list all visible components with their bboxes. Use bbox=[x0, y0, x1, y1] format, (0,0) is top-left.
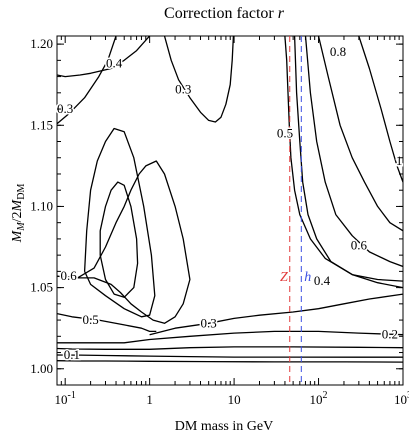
y-tick-label-2: 1.10 bbox=[30, 198, 53, 213]
contour-label-6: 0.3 bbox=[57, 101, 73, 116]
marker-label-0: Z bbox=[280, 270, 288, 285]
contour-label-7: 0.3 bbox=[175, 82, 191, 97]
x-axis-ticks: 10-1 1 10 102 103 bbox=[55, 36, 409, 407]
contour-label-0: 0.1 bbox=[64, 347, 80, 362]
contour-line-8 bbox=[83, 127, 156, 318]
x-axis-label: DM mass in GeV bbox=[175, 419, 273, 434]
y-axis-label-sub2: DM bbox=[16, 184, 27, 200]
contour-line-4 bbox=[149, 293, 403, 336]
chart-title-main: Correction factor bbox=[164, 5, 278, 22]
y-tick-label-0: 1.00 bbox=[30, 361, 53, 376]
contour-label-8: 0.5 bbox=[277, 125, 293, 140]
contour-line-2 bbox=[57, 346, 403, 350]
y-tick-label-4: 1.20 bbox=[30, 36, 53, 51]
contour-line-16 bbox=[358, 36, 403, 183]
contour-line-7 bbox=[99, 181, 139, 298]
y-axis-label-mid: /2 bbox=[10, 211, 25, 222]
contour-label-11: 0.6 bbox=[351, 237, 368, 252]
contour-line-6 bbox=[57, 160, 191, 324]
contour-line-9 bbox=[57, 36, 151, 78]
contour-line-5 bbox=[57, 312, 157, 333]
x-tick-label-2: 10 bbox=[228, 392, 241, 407]
y-tick-label-3: 1.15 bbox=[30, 117, 53, 132]
contour-line-3 bbox=[57, 330, 403, 344]
chart-title: Correction factor r bbox=[164, 5, 285, 22]
chart-title-variable: r bbox=[278, 5, 285, 22]
x-tick-label-1: 1 bbox=[146, 392, 153, 407]
y-tick-label-1: 1.05 bbox=[30, 280, 53, 295]
contour-label-1: 0.2 bbox=[382, 327, 398, 342]
contour-line-15 bbox=[317, 36, 403, 232]
contour-label-5: 0.4 bbox=[106, 56, 123, 71]
plot-frame bbox=[56, 35, 404, 386]
contour-line-1 bbox=[57, 354, 403, 358]
contour-line-10 bbox=[57, 36, 117, 125]
contour-label-10: 1 bbox=[396, 153, 403, 168]
contour-label-12: 0.4 bbox=[314, 273, 331, 288]
y-axis-label-main: M bbox=[10, 229, 25, 243]
x-tick-label-3: 102 bbox=[310, 390, 328, 407]
y-axis-label-sub1: M bbox=[16, 222, 27, 232]
contour-line-13 bbox=[293, 36, 403, 282]
marker-label-1: h bbox=[304, 270, 311, 285]
contour-line-11 bbox=[163, 36, 235, 123]
contour-label-9: 0.8 bbox=[330, 44, 346, 59]
contour-label-3: 0.5 bbox=[82, 312, 98, 327]
contour-line-14 bbox=[304, 36, 403, 268]
y-axis-label: MM/2MDM bbox=[10, 184, 27, 244]
x-tick-label-0: 10-1 bbox=[55, 390, 76, 407]
contour-lines bbox=[57, 36, 403, 363]
contour-labels: 0.1 0.2 0.3 0.5 0.6 0.4 0.3 0.3 0.5 0.8 1 0.6 0.4 bbox=[56, 43, 404, 364]
contour-label-4: 0.6 bbox=[61, 268, 78, 283]
x-tick-label-4: 103 bbox=[394, 390, 409, 407]
y-axis-label-main2: M bbox=[10, 198, 25, 212]
contour-line-0 bbox=[57, 360, 403, 363]
y-axis-ticks: 1.00 1.05 1.10 1.15 1.20 bbox=[30, 36, 403, 386]
contour-label-2: 0.3 bbox=[201, 315, 217, 330]
plot-area bbox=[56, 35, 404, 386]
